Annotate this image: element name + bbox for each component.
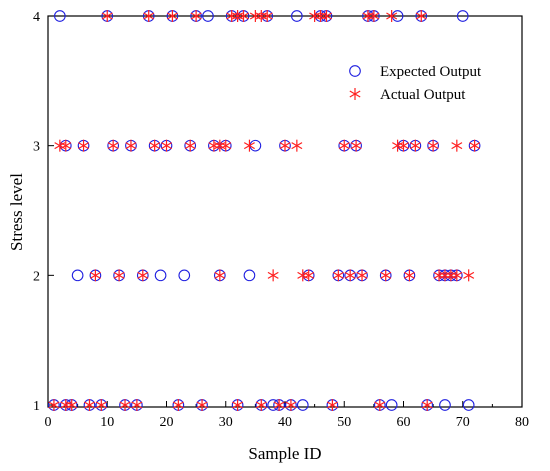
actual-point [320, 10, 332, 22]
x-tick-label: 60 [397, 415, 411, 430]
actual-point [196, 399, 208, 411]
actual-point [255, 399, 267, 411]
actual-point [403, 269, 415, 282]
series-actual-output [48, 10, 481, 411]
x-tick-label: 30 [219, 415, 233, 430]
y-tick-label: 2 [33, 269, 40, 284]
actual-point [273, 399, 285, 411]
actual-point [350, 139, 362, 152]
actual-point [60, 139, 72, 152]
expected-point [456, 10, 469, 22]
actual-point [232, 399, 244, 411]
actual-point [95, 399, 107, 411]
expected-point [154, 269, 167, 282]
y-tick-label: 1 [33, 399, 40, 414]
expected-point [385, 399, 398, 411]
x-tick-label: 0 [45, 415, 52, 430]
actual-point [184, 139, 196, 152]
expected-point [462, 399, 475, 411]
actual-point [172, 399, 184, 411]
actual-point [469, 139, 481, 152]
x-tick-label: 10 [100, 415, 114, 430]
x-tick-label: 20 [160, 415, 174, 430]
actual-point [380, 269, 392, 282]
expected-point [439, 399, 451, 411]
x-tick-label: 70 [456, 415, 470, 430]
y-tick-label: 3 [33, 140, 40, 155]
actual-point [267, 269, 279, 282]
actual-point [303, 269, 315, 282]
actual-point [220, 139, 232, 152]
actual-point [214, 269, 226, 282]
x-tick-label: 40 [278, 415, 292, 430]
expected-point [53, 10, 66, 22]
actual-point [421, 399, 433, 411]
expected-point [71, 269, 84, 282]
expected-point [249, 139, 262, 152]
actual-point [368, 10, 380, 22]
actual-point [107, 139, 119, 152]
actual-point [374, 399, 386, 411]
x-tick-label: 50 [337, 415, 351, 430]
expected-point [291, 10, 303, 22]
legend-label: Expected Output [380, 64, 482, 80]
actual-point [386, 10, 398, 22]
actual-point [326, 399, 338, 411]
expected-point [178, 269, 191, 282]
actual-point [279, 139, 291, 152]
actual-point [332, 269, 344, 282]
actual-point [113, 269, 125, 282]
legend-marker-circle [349, 65, 361, 77]
actual-point [338, 139, 350, 152]
actual-point [463, 269, 475, 282]
actual-point [78, 139, 90, 152]
legend-label: Actual Output [380, 87, 466, 103]
actual-point [291, 139, 303, 152]
y-tick-label: 4 [33, 10, 40, 25]
actual-point [451, 139, 463, 152]
actual-point [166, 10, 178, 22]
actual-point [261, 10, 273, 22]
actual-point [238, 10, 250, 22]
actual-point [131, 399, 143, 411]
actual-point [451, 269, 463, 282]
actual-point [344, 269, 356, 282]
x-axis-title: Sample ID [248, 444, 321, 463]
actual-point [101, 10, 113, 22]
legend: Expected Output Actual Output [336, 56, 510, 106]
x-tick-label: 80 [515, 415, 529, 430]
actual-point [89, 269, 101, 282]
data-points [48, 10, 481, 411]
actual-point [427, 139, 439, 152]
actual-point [119, 399, 131, 411]
expected-point [243, 269, 256, 282]
legend-marker-asterisk [349, 88, 361, 100]
expected-point [296, 399, 309, 411]
actual-point [243, 139, 255, 152]
actual-point [409, 139, 421, 152]
expected-point [267, 399, 280, 411]
y-axis-title: Stress level [7, 173, 26, 251]
actual-point [161, 139, 172, 152]
actual-point [137, 269, 149, 282]
actual-point [66, 399, 78, 411]
actual-point [83, 399, 95, 411]
axis-ticks [47, 15, 523, 407]
actual-point [415, 10, 427, 22]
actual-point [285, 399, 297, 411]
legend-box [336, 56, 510, 106]
actual-point [48, 399, 60, 411]
actual-point [125, 139, 137, 152]
actual-point [190, 10, 202, 22]
actual-point [398, 139, 409, 152]
actual-point [143, 10, 155, 22]
axis-tick-labels: 0 10 20 30 40 50 60 70 80 1 2 3 4 [33, 10, 529, 430]
actual-point [356, 269, 368, 282]
actual-point [149, 139, 161, 152]
expected-point [202, 10, 214, 22]
